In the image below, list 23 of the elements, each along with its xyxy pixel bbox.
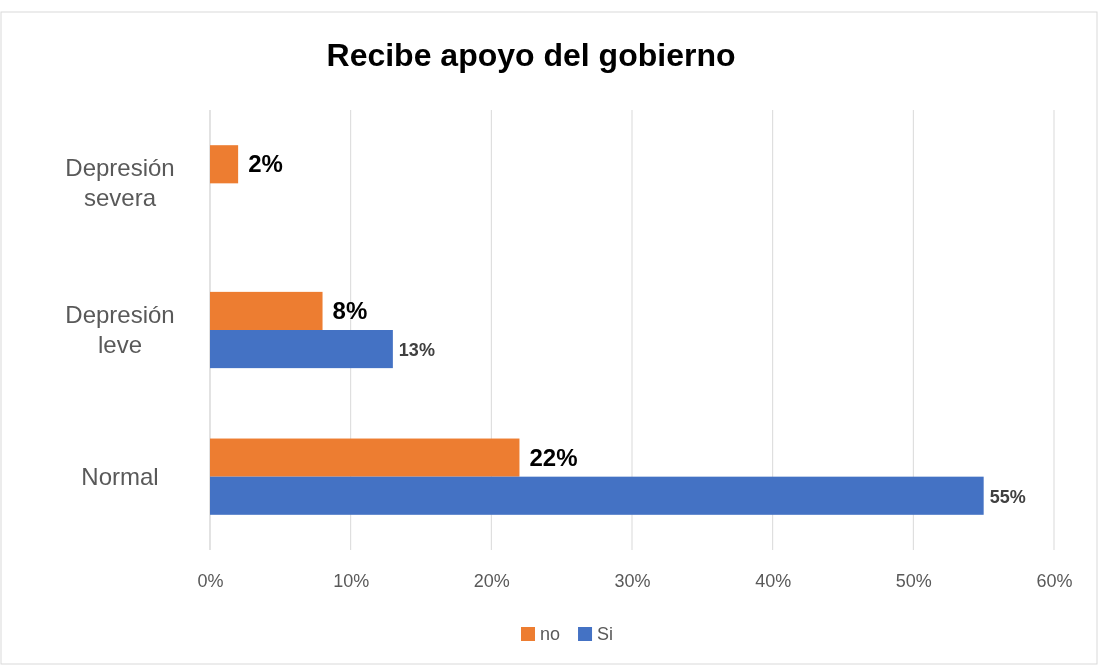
bar: [210, 291, 323, 330]
y-tick-label: Depresión leve: [65, 301, 175, 358]
x-tick-label: 50%: [895, 570, 932, 591]
legend-label: Si: [597, 624, 614, 644]
x-tick-label: 30%: [614, 570, 651, 591]
x-tick-label: 40%: [755, 570, 792, 591]
y-tick-label: Depresión severa: [65, 154, 175, 212]
x-tick-label: 0%: [197, 570, 224, 591]
bar: [210, 145, 239, 184]
data-label: 22%: [529, 443, 578, 471]
chart-title: Recibe apoyo del gobierno: [326, 37, 736, 73]
legend-label: no: [540, 624, 561, 644]
bar: [210, 476, 984, 515]
bar: [210, 330, 393, 369]
y-tick-label: Normal: [81, 462, 159, 490]
x-tick-label: 20%: [473, 570, 510, 591]
data-label: 55%: [989, 486, 1026, 507]
x-tick-label: 10%: [333, 570, 370, 591]
data-label: 13%: [398, 340, 435, 361]
data-label: 8%: [332, 296, 368, 324]
data-label: 2%: [248, 150, 283, 178]
x-tick-label: 60%: [1036, 570, 1073, 591]
bar: [210, 438, 520, 477]
